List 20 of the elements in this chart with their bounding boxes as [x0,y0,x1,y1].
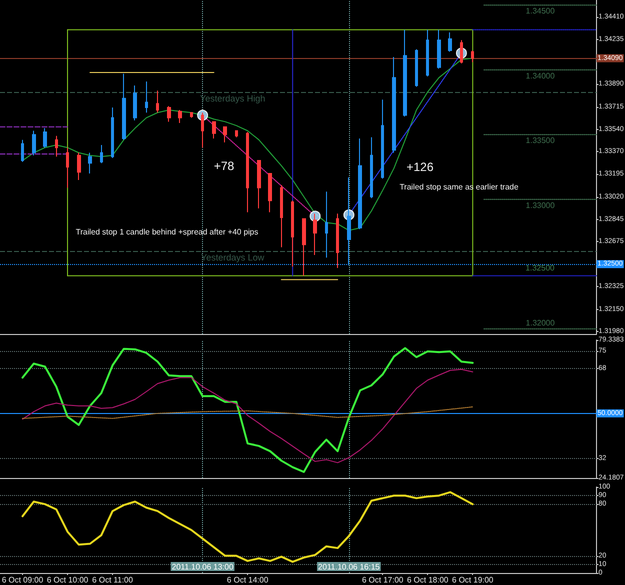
ref-line-label: Yesterdays High [200,93,266,104]
ref-line-label: Yesterdays Low [201,252,265,263]
x-tick-label: 6 Oct 17:00 [362,576,404,584]
x-tick-label: 6 Oct 19:00 [452,576,494,584]
ref-line-label: 2011.10.06 13:00 [172,562,234,572]
series-label: 1.34000 [526,71,556,80]
annotation: +78 [214,159,234,173]
x-tick-label: 6 Oct 14:00 [226,576,269,584]
series-label: 1.33500 [526,136,556,146]
annotation: +126 [406,160,434,174]
series-label: 1.32000 [526,318,556,328]
ref-line-label: 2011.10.06 16:15 [318,562,380,572]
series-label: 1.33000 [526,200,556,210]
x-tick-label: 6 Oct 09:00 [2,576,44,584]
annotation: Trailed stop 1 candle behind +spread after +40 pips [76,228,258,236]
x-tick-label: 6 Oct 18:00 [407,576,449,584]
x-tick-label: 6 Oct 11:00 [92,576,134,584]
x-tick-label: 6 Oct 10:00 [46,576,89,584]
annotation: 1.32500 [526,264,556,272]
series-label: 1.34500 [526,6,556,16]
